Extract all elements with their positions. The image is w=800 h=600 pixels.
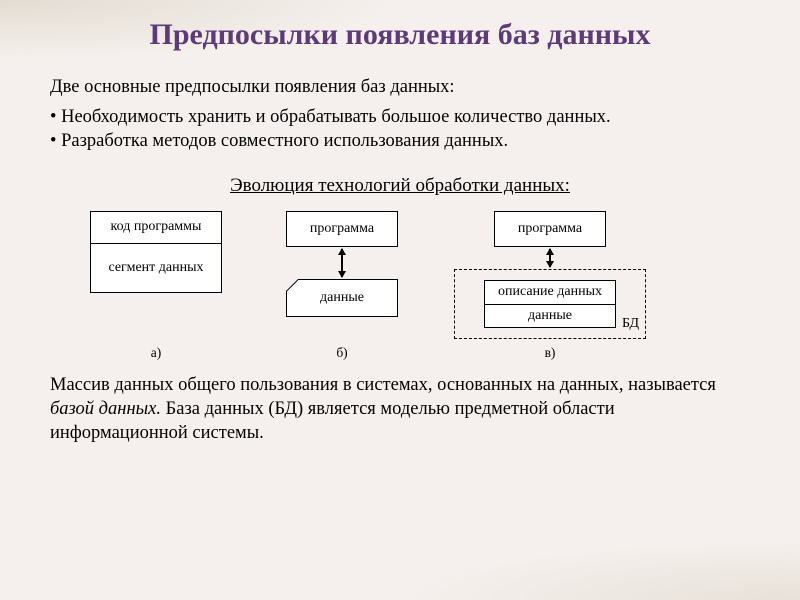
caption-b: б)	[286, 345, 398, 361]
box-code: код программы	[90, 211, 222, 243]
diagram: код программы сегмент данных программа д…	[90, 211, 750, 339]
bullet-list: Необходимость хранить и обрабатывать бол…	[50, 105, 750, 153]
db-label: БД	[622, 316, 639, 332]
box-program-c: программа	[494, 211, 606, 247]
slide: Предпосылки появления баз данных Две осн…	[0, 0, 800, 445]
bullet-item: Разработка методов совместного использов…	[50, 129, 750, 153]
box-program-b: программа	[286, 211, 398, 247]
arrow-icon	[549, 249, 551, 267]
diagram-subhead: Эволюция технологий обработки данных:	[50, 175, 750, 197]
arrow-icon	[341, 249, 343, 277]
box-db-data: данные	[484, 304, 616, 328]
box-data-file-label: данные	[320, 290, 364, 306]
caption-c: в)	[454, 345, 646, 361]
box-data-file: данные	[286, 279, 398, 317]
diagram-col-c: программа описание данных данные БД	[454, 211, 646, 339]
intro-text: Две основные предпосылки появления баз д…	[50, 75, 750, 99]
diagram-captions: а) б) в)	[90, 345, 750, 361]
definition-paragraph: Массив данных общего пользования в систе…	[50, 373, 750, 445]
db-container: описание данных данные БД	[454, 269, 646, 339]
para-text-1: Массив данных общего пользования в систе…	[50, 375, 716, 395]
box-data-description: описание данных	[484, 280, 616, 304]
para-emphasis: базой данных.	[50, 399, 161, 419]
box-data-segment: сегмент данных	[90, 243, 222, 293]
diagram-col-b: программа данные	[286, 211, 398, 317]
diagram-col-a: код программы сегмент данных	[90, 211, 222, 293]
caption-a: а)	[90, 345, 222, 361]
folded-corner-icon	[287, 280, 299, 292]
slide-title: Предпосылки появления баз данных	[50, 18, 750, 53]
bullet-item: Необходимость хранить и обрабатывать бол…	[50, 105, 750, 129]
